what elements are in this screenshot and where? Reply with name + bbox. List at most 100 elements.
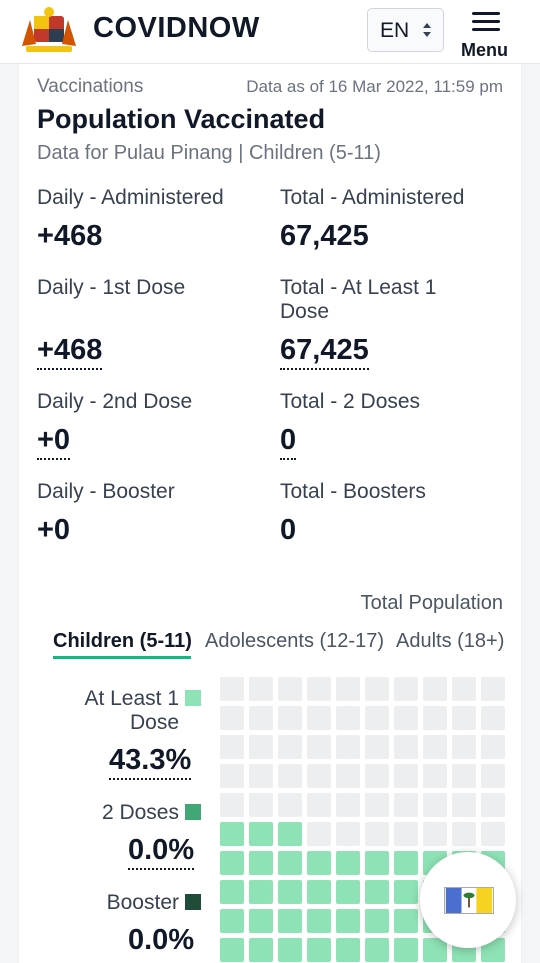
- waffle-cell: [220, 909, 244, 933]
- waffle-cell: [336, 851, 360, 875]
- total-second-dose-label: Total - 2 Doses: [280, 390, 421, 413]
- waffle-cell: [423, 706, 447, 730]
- waffle-cell: [307, 793, 331, 817]
- waffle-cell: [423, 822, 447, 846]
- waffle-cell: [481, 735, 505, 759]
- population-tabs: Children (5-11) Adolescents (12-17) Adul…: [53, 630, 513, 660]
- total-second-dose-value[interactable]: 0: [280, 424, 297, 460]
- waffle-cell: [365, 706, 389, 730]
- vaccination-card: Vaccinations Data as of 16 Mar 2022, 11:…: [18, 64, 522, 963]
- waffle-cell: [249, 706, 273, 730]
- waffle-cell: [365, 909, 389, 933]
- waffle-cell: [307, 909, 331, 933]
- tab-adults[interactable]: Adults (18+): [396, 630, 505, 652]
- card-subtitle: Data for Pulau Pinang | Children (5-11): [37, 142, 381, 164]
- total-administered-label: Total - Administered: [280, 186, 465, 209]
- daily-administered-label: Daily - Administered: [37, 186, 224, 209]
- waffle-cell: [249, 735, 273, 759]
- waffle-cell: [278, 822, 302, 846]
- waffle-cell: [452, 764, 476, 788]
- state-selector-button[interactable]: [420, 852, 516, 948]
- waffle-cell: [249, 851, 273, 875]
- waffle-cell: [394, 764, 418, 788]
- waffle-cell: [307, 677, 331, 701]
- legend-first-dose-percent[interactable]: 43.3%: [109, 744, 192, 780]
- total-first-dose-label: Total - At Least 1 Dose: [280, 276, 437, 323]
- waffle-cell: [336, 880, 360, 904]
- total-first-dose-value[interactable]: 67,425: [280, 334, 369, 370]
- waffle-cell: [220, 706, 244, 730]
- waffle-cell: [394, 851, 418, 875]
- waffle-cell: [423, 735, 447, 759]
- waffle-cell: [220, 735, 244, 759]
- waffle-cell: [394, 909, 418, 933]
- waffle-cell: [249, 677, 273, 701]
- waffle-cell: [452, 793, 476, 817]
- waffle-cell: [307, 938, 331, 962]
- waffle-cell: [452, 735, 476, 759]
- legend-booster-percent: 0.0%: [128, 924, 195, 956]
- waffle-cell: [307, 822, 331, 846]
- total-booster-value: 0: [280, 514, 297, 546]
- legend-second-dose-swatch: [185, 804, 201, 820]
- waffle-cell: [336, 822, 360, 846]
- select-arrows-icon: [423, 23, 431, 37]
- waffle-cell: [307, 851, 331, 875]
- waffle-cell: [249, 909, 273, 933]
- tab-children[interactable]: Children (5-11): [53, 630, 192, 652]
- legend-second-dose-percent[interactable]: 0.0%: [128, 834, 195, 870]
- malaysia-coat-of-arms-logo[interactable]: [16, 6, 82, 56]
- waffle-cell: [307, 735, 331, 759]
- waffle-cell: [336, 764, 360, 788]
- daily-booster-value: +0: [37, 514, 71, 546]
- menu-button[interactable]: Menu: [458, 8, 516, 60]
- waffle-cell: [220, 677, 244, 701]
- waffle-cell: [423, 793, 447, 817]
- waffle-cell: [481, 706, 505, 730]
- daily-administered-value: +468: [37, 220, 103, 252]
- waffle-cell: [481, 822, 505, 846]
- waffle-cell: [336, 735, 360, 759]
- waffle-cell: [220, 793, 244, 817]
- waffle-cell: [278, 851, 302, 875]
- legend-first-dose-swatch: [185, 690, 201, 706]
- total-population-label: Total Population: [360, 592, 503, 614]
- daily-second-dose-value[interactable]: +0: [37, 424, 71, 460]
- daily-first-dose-label: Daily - 1st Dose: [37, 276, 186, 299]
- waffle-cell: [365, 793, 389, 817]
- waffle-cell: [307, 764, 331, 788]
- waffle-cell: [278, 793, 302, 817]
- waffle-cell: [423, 764, 447, 788]
- legend-second-dose-label: 2 Doses: [101, 801, 179, 824]
- waffle-cell: [278, 938, 302, 962]
- brand-title[interactable]: COVIDNOW: [93, 12, 260, 44]
- waffle-cell: [394, 938, 418, 962]
- hamburger-icon: [472, 12, 500, 15]
- penang-flag-icon: [444, 887, 494, 914]
- waffle-cell: [336, 909, 360, 933]
- daily-first-dose-value[interactable]: +468: [37, 334, 103, 370]
- waffle-cell: [394, 677, 418, 701]
- language-value: EN: [380, 19, 410, 42]
- waffle-cell: [423, 938, 447, 962]
- legend-booster-label: Booster: [106, 891, 179, 914]
- waffle-cell: [452, 706, 476, 730]
- waffle-cell: [336, 938, 360, 962]
- waffle-cell: [481, 793, 505, 817]
- waffle-cell: [249, 764, 273, 788]
- tab-adolescents[interactable]: Adolescents (12-17): [205, 630, 384, 652]
- legend-first-dose-label: At Least 1 Dose: [84, 687, 179, 734]
- waffle-cell: [394, 735, 418, 759]
- active-tab-indicator: [53, 656, 191, 659]
- waffle-cell: [278, 909, 302, 933]
- waffle-cell: [336, 793, 360, 817]
- language-select[interactable]: EN: [367, 8, 444, 52]
- data-timestamp: Data as of 16 Mar 2022, 11:59 pm: [246, 77, 503, 96]
- waffle-cell: [278, 735, 302, 759]
- waffle-cell: [220, 851, 244, 875]
- waffle-cell: [220, 880, 244, 904]
- waffle-cell: [365, 938, 389, 962]
- waffle-cell: [365, 764, 389, 788]
- waffle-cell: [220, 822, 244, 846]
- waffle-cell: [423, 677, 447, 701]
